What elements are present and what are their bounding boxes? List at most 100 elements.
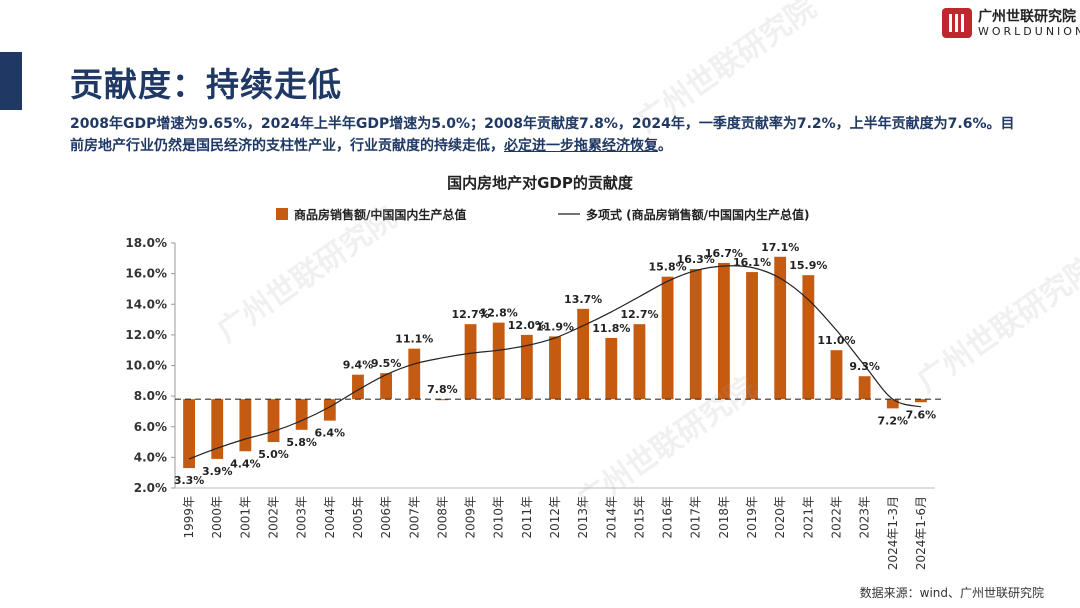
x-tick-label: 2011年: [520, 496, 534, 539]
title-accent-bar: [0, 52, 22, 110]
data-label-2009年: 12.7%: [451, 308, 489, 321]
bar-1999年: [183, 399, 195, 469]
chart-title: 国内房地产对GDP的贡献度: [447, 174, 633, 192]
worldunion-logo-icon: [942, 8, 972, 38]
bar-2019年: [746, 272, 758, 400]
bar-2018年: [717, 262, 730, 400]
bar-2010年: [492, 322, 505, 400]
logo-en-text: WORLDUNION: [978, 25, 1080, 38]
y-tick-label: 8.0%: [134, 389, 167, 403]
data-label-2013年: 13.7%: [564, 293, 602, 306]
bar-2003年: [295, 399, 308, 430]
data-label-2007年: 11.1%: [395, 333, 433, 346]
y-tick-label: 10.0%: [125, 359, 167, 373]
x-tick-label: 2007年: [407, 496, 421, 539]
bar-2000年: [211, 399, 224, 459]
x-tick-label: 2001年: [238, 496, 252, 539]
x-tick-label: 2010年: [492, 496, 506, 539]
data-label-2006年: 9.5%: [371, 357, 402, 370]
bar-2006年: [380, 373, 393, 400]
x-tick-label: 2023年: [858, 496, 872, 539]
bar-2002年: [267, 399, 280, 443]
bar-2016年: [661, 276, 674, 400]
y-tick-label: 16.0%: [125, 267, 167, 281]
data-label-2004年: 6.4%: [315, 427, 346, 440]
data-label-2023年: 9.3%: [849, 360, 880, 373]
data-label-2010年: 12.8%: [480, 307, 518, 320]
x-tick-label: 2005年: [351, 496, 365, 539]
data-label-2019年: 16.1%: [733, 256, 771, 269]
x-tick-label: 2006年: [379, 496, 393, 539]
data-label-2017年: 16.3%: [677, 253, 715, 266]
x-tick-label: 2013年: [576, 496, 590, 539]
bar-2001年: [239, 399, 252, 452]
bar-2011年: [520, 334, 533, 400]
x-tick-label: 2000年: [210, 496, 224, 539]
data-label-1999年: 3.3%: [174, 474, 205, 487]
legend-bar-swatch: [276, 208, 288, 220]
x-tick-label: 1999年: [182, 496, 196, 539]
x-tick-label: 2018年: [717, 496, 731, 539]
y-tick-label: 6.0%: [134, 420, 167, 434]
data-label-2003年: 5.8%: [286, 436, 317, 449]
bar-2007年: [408, 348, 421, 400]
bar-2014年: [605, 337, 618, 400]
x-tick-label: 2004年: [323, 496, 337, 539]
page-title: 贡献度：持续走低: [70, 65, 342, 104]
x-tick-label: 2009年: [464, 496, 478, 539]
x-tick-label: 2017年: [689, 496, 703, 539]
description: 2008年GDP增速为9.65%，2024年上半年GDP增速为5.0%；2008…: [70, 113, 1020, 157]
data-label-2002年: 5.0%: [258, 448, 289, 461]
y-tick-label: 14.0%: [125, 297, 167, 311]
bar-2012年: [549, 336, 561, 400]
data-label-2016年: 15.8%: [649, 261, 687, 274]
bar-2009年: [464, 324, 477, 400]
data-label-2000年: 3.9%: [202, 465, 233, 478]
logo-cn-text: 广州世联研究院: [978, 9, 1076, 25]
bar-2022年: [830, 350, 843, 400]
data-label-2024年1-3月: 7.2%: [878, 414, 909, 427]
x-tick-label: 2014年: [604, 496, 618, 539]
description-main: 2008年GDP增速为9.65%，2024年上半年GDP增速为5.0%；2008…: [70, 116, 1015, 154]
x-tick-label: 2008年: [435, 496, 449, 539]
data-label-2005年: 9.4%: [343, 359, 374, 372]
data-label-2008年: 7.8%: [427, 383, 458, 396]
data-label-2021年: 15.9%: [789, 259, 827, 272]
y-tick-label: 2.0%: [134, 481, 167, 495]
data-label-2015年: 12.7%: [620, 308, 658, 321]
brand-logo: 广州世联研究院 WORLDUNION: [942, 6, 1080, 42]
data-label-2024年1-6月: 7.6%: [906, 408, 937, 421]
data-label-2018年: 16.7%: [705, 247, 743, 260]
legend-line-label: 多项式 (商品房销售额/中国国内生产总值): [586, 207, 810, 222]
x-tick-label: 2019年: [745, 496, 759, 539]
data-label-2001年: 4.4%: [230, 457, 261, 470]
data-source: 数据来源：wind、广州世联研究院: [859, 586, 1044, 600]
data-label-2012年: 11.9%: [536, 320, 574, 333]
data-label-2022年: 11.0%: [817, 334, 855, 347]
x-tick-label: 2015年: [632, 496, 646, 539]
x-tick-label: 2002年: [267, 496, 281, 539]
bar-2008年: [436, 399, 449, 401]
bar-2005年: [352, 374, 364, 400]
bar-2024年1-6月: [915, 399, 927, 403]
bar-2023年: [858, 376, 871, 400]
bar-2013年: [577, 308, 590, 400]
x-tick-label: 2012年: [548, 496, 562, 539]
polynomial-trend-line: [188, 265, 922, 460]
data-label-2014年: 11.8%: [592, 322, 630, 335]
x-tick-label: 2024年1-6月: [914, 496, 928, 570]
bar-2021年: [802, 275, 815, 400]
x-tick-label: 2021年: [801, 496, 815, 539]
bar-2020年: [774, 256, 787, 400]
x-tick-label: 2024年1-3月: [886, 496, 900, 570]
description-emphasis: 必定进一步拖累经济恢复: [504, 138, 658, 154]
x-tick-label: 2003年: [295, 496, 309, 539]
description-end: 。: [658, 138, 672, 154]
y-tick-label: 18.0%: [125, 236, 167, 250]
x-tick-label: 2020年: [773, 496, 787, 539]
bar-2017年: [689, 269, 702, 400]
bar-2004年: [323, 399, 336, 421]
x-tick-label: 2022年: [829, 496, 843, 539]
x-tick-label: 2016年: [661, 496, 675, 539]
